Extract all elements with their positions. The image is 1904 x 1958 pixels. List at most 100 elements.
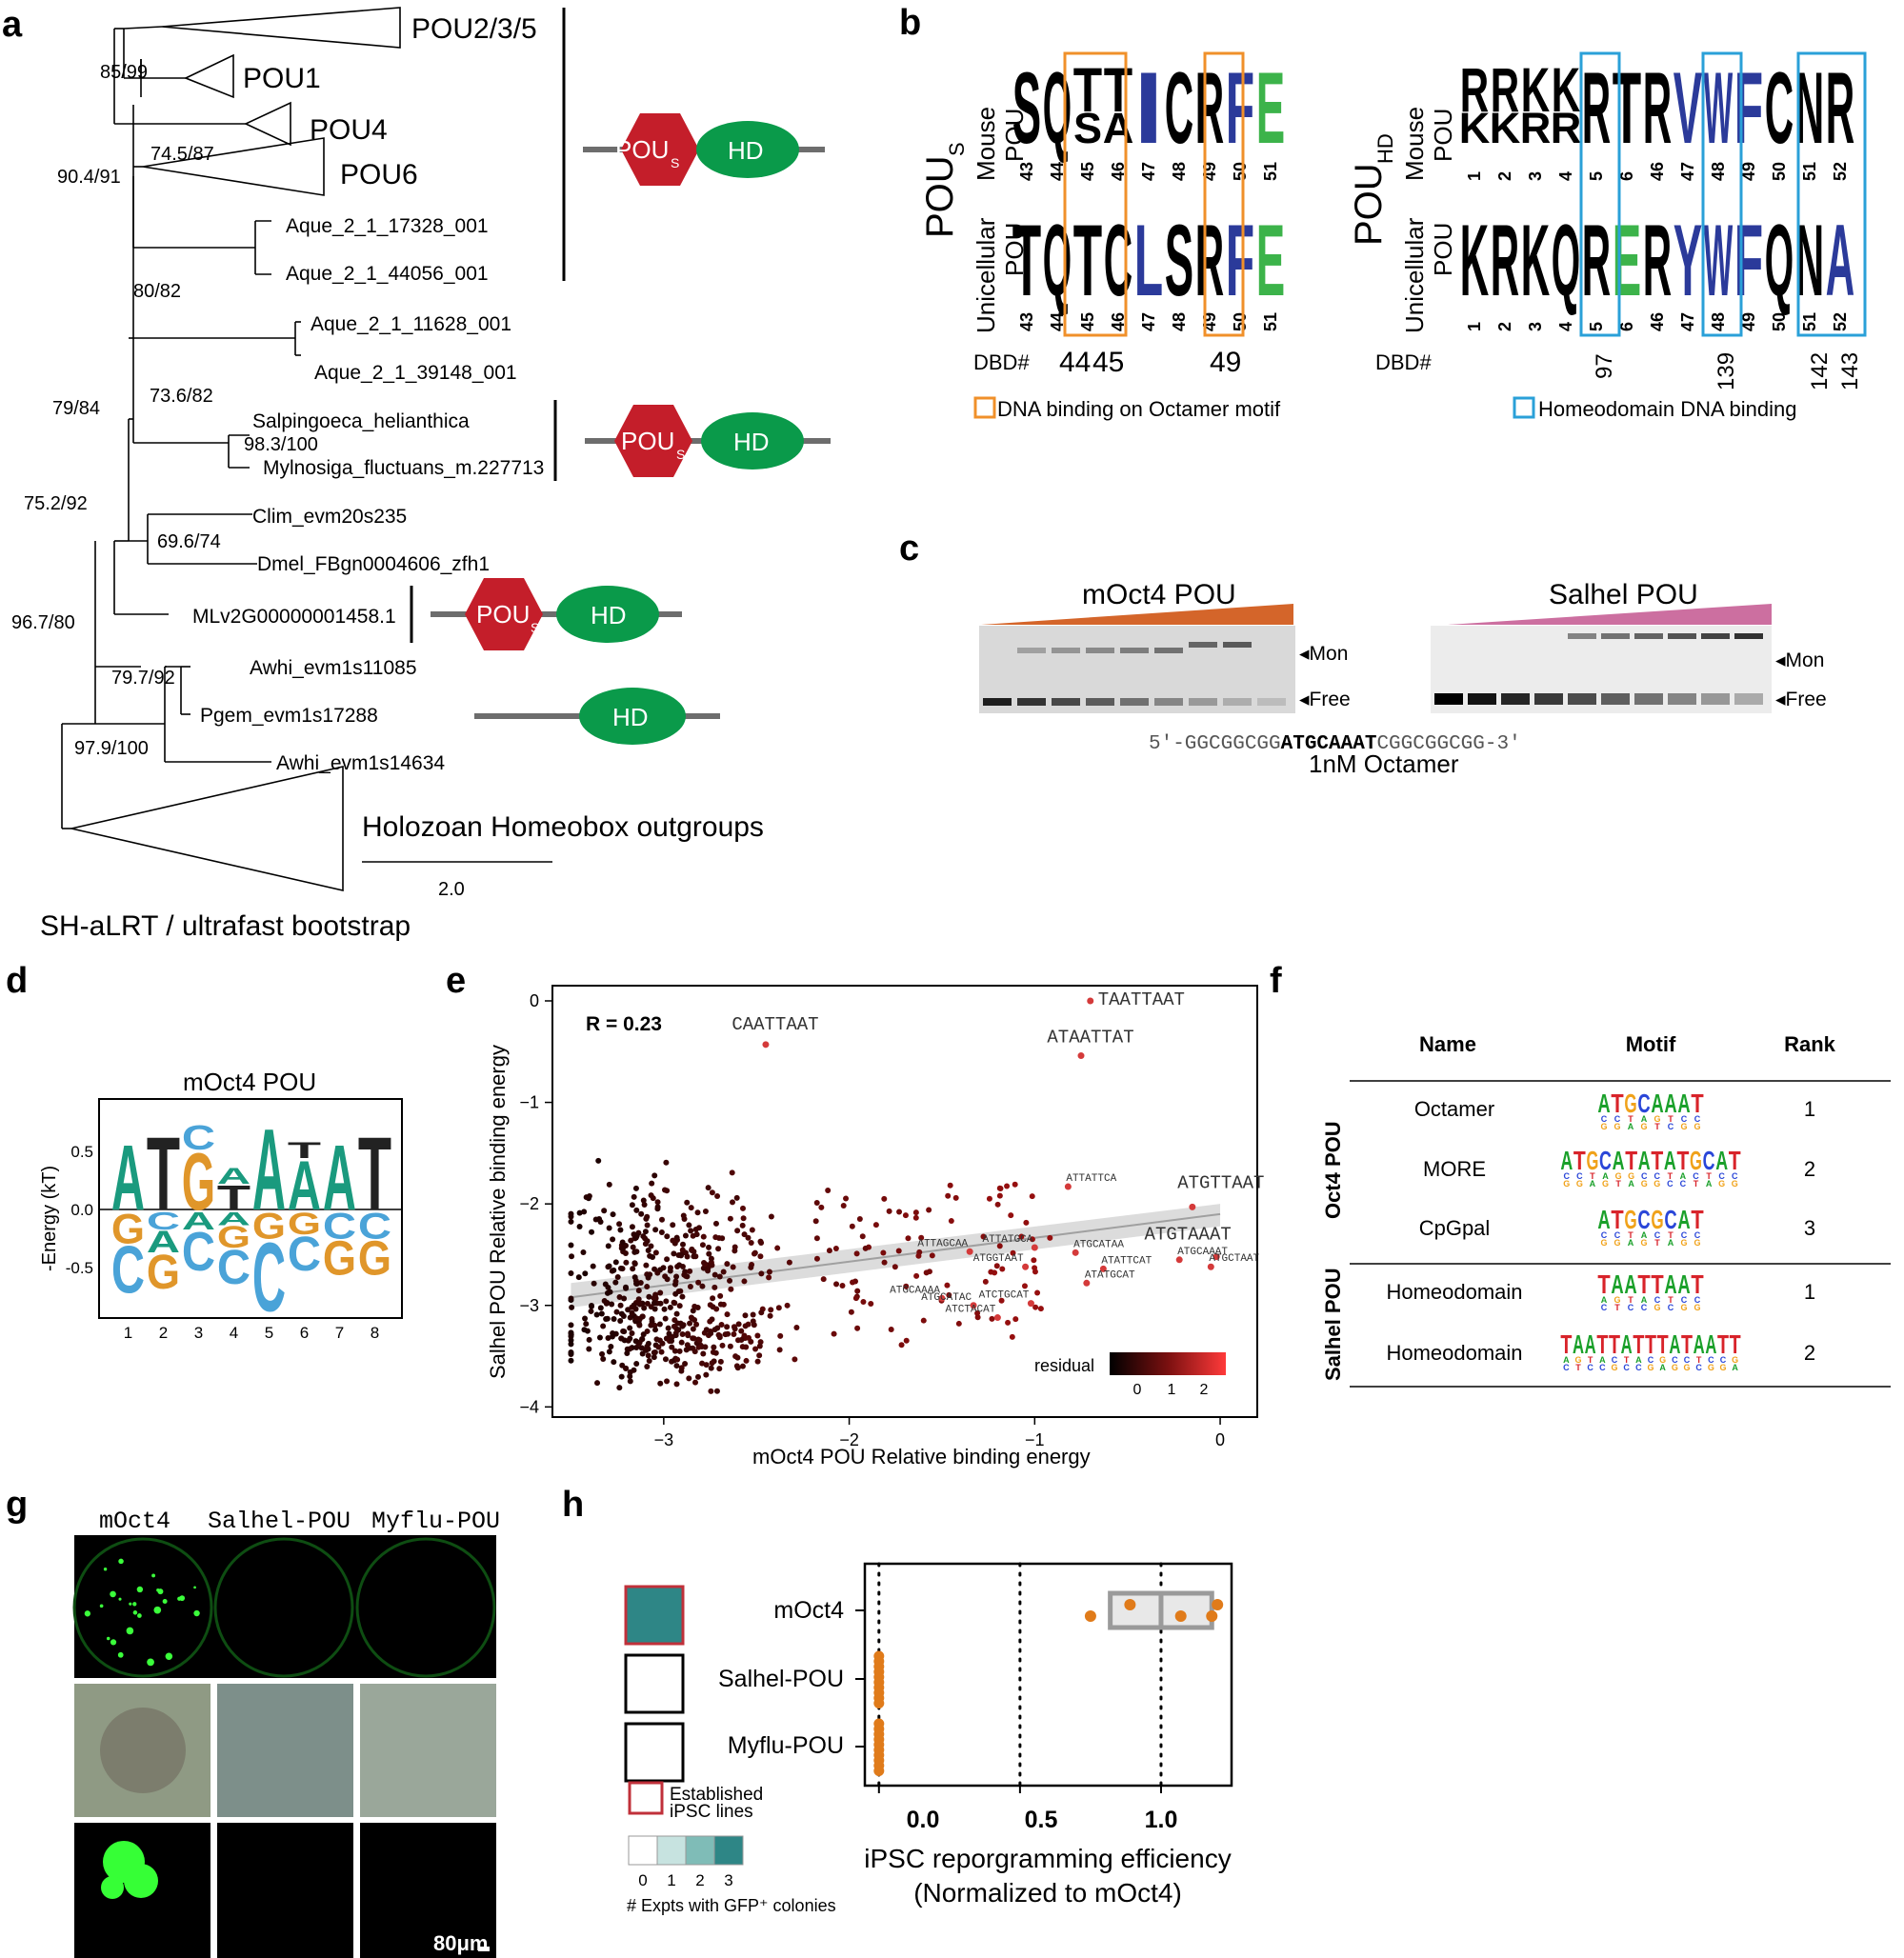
scatter-point bbox=[793, 1325, 800, 1331]
scatter-point bbox=[673, 1381, 680, 1388]
scatter-point bbox=[646, 1357, 652, 1364]
logo-letter: R bbox=[1491, 55, 1519, 125]
scatter-point bbox=[568, 1242, 574, 1249]
energy-logo-letter: A bbox=[182, 1209, 215, 1235]
scatter-point bbox=[896, 1209, 903, 1215]
position-label: 6 bbox=[1617, 171, 1636, 181]
scatter-point bbox=[649, 1180, 655, 1187]
scatter-point bbox=[840, 1203, 847, 1209]
motif-letter: A bbox=[1585, 1329, 1596, 1359]
scatter-point bbox=[738, 1328, 745, 1334]
data-point bbox=[1174, 1610, 1187, 1622]
scatter-point bbox=[623, 1259, 630, 1266]
scatter-point bbox=[792, 1356, 798, 1363]
scatter-point bbox=[606, 1263, 612, 1269]
scatter-point bbox=[629, 1202, 635, 1209]
scatter-point-labeled bbox=[1027, 1300, 1034, 1308]
scatter-point-labeled bbox=[938, 1294, 946, 1302]
motif-letter-minor: C bbox=[1681, 1230, 1688, 1240]
y-tick-label: −4 bbox=[519, 1397, 539, 1416]
motif-letter-minor: T bbox=[1654, 1238, 1660, 1248]
motif-letter-minor: C bbox=[1684, 1355, 1691, 1365]
scatter-point bbox=[586, 1346, 592, 1352]
support-value: 80/82 bbox=[133, 281, 181, 302]
scatter-point bbox=[707, 1302, 713, 1309]
scatter-point bbox=[926, 1207, 932, 1213]
scatter-point bbox=[716, 1273, 723, 1280]
support-value: 73.6/82 bbox=[150, 386, 213, 407]
scatter-point bbox=[651, 1300, 657, 1307]
scatter-point bbox=[676, 1348, 683, 1354]
motif-letter-minor: T bbox=[1615, 1179, 1621, 1189]
x-tick-label: 7 bbox=[335, 1324, 344, 1342]
column-label: mOct4 bbox=[99, 1508, 170, 1535]
scatter-point bbox=[918, 1234, 925, 1241]
scatter-point bbox=[738, 1337, 745, 1344]
gel-band-free bbox=[1601, 693, 1630, 705]
position-label: 43 bbox=[1017, 162, 1036, 181]
scatter-point bbox=[993, 1263, 1000, 1269]
scatter-point bbox=[671, 1250, 677, 1257]
logo-letter: R bbox=[1195, 50, 1224, 165]
scatter-point bbox=[673, 1363, 680, 1369]
scatter-point bbox=[848, 1309, 854, 1315]
scatter-point bbox=[694, 1209, 701, 1216]
table-header: Motif bbox=[1626, 1032, 1676, 1056]
scatter-point bbox=[727, 1277, 733, 1284]
panel-h: h mOct4 Salhel-POU Myflu-POU 0.0 0.5 1.0… bbox=[562, 1485, 1233, 1915]
scatter-point bbox=[982, 1278, 989, 1285]
scatter-point bbox=[813, 1199, 820, 1206]
brightfield-salhel bbox=[217, 1684, 353, 1817]
scatter-point bbox=[854, 1288, 861, 1294]
scatter-point bbox=[568, 1341, 574, 1348]
scatter-point bbox=[617, 1318, 624, 1325]
motif-name: MORE bbox=[1423, 1157, 1486, 1181]
scatter-point bbox=[629, 1309, 635, 1316]
scatter-point bbox=[624, 1346, 631, 1352]
motif-letter: G bbox=[1624, 1205, 1636, 1234]
outgroup-label: Holozoan Homeobox outgroups bbox=[362, 811, 764, 843]
motif-letter: A bbox=[1677, 1269, 1690, 1299]
scatter-point bbox=[696, 1337, 703, 1344]
scatter-point bbox=[620, 1312, 627, 1319]
position-label: 4 bbox=[1556, 171, 1575, 181]
leaf-label: Salpingoeca_helianthica bbox=[252, 410, 470, 432]
scatter-point bbox=[628, 1237, 634, 1244]
motif-letter: A bbox=[1573, 1329, 1584, 1359]
motif-letter: T bbox=[1625, 1146, 1637, 1175]
point-label: ATGCATAA bbox=[1073, 1239, 1124, 1250]
motif-name: Homeodomain bbox=[1386, 1280, 1522, 1304]
heat-legend-swatch bbox=[685, 1835, 715, 1866]
motif-letter: T bbox=[1651, 1146, 1663, 1175]
scatter-point bbox=[658, 1349, 665, 1355]
logo-letter: T bbox=[1073, 203, 1102, 317]
scatter-point bbox=[568, 1322, 574, 1329]
scatter-point bbox=[729, 1199, 735, 1206]
scatter-point bbox=[711, 1344, 717, 1350]
motif-letter: A bbox=[1613, 1146, 1625, 1175]
gfp-salhel bbox=[217, 1823, 353, 1958]
scatter-point bbox=[694, 1304, 701, 1310]
motif-logos: ACGTCGGTACAGAGTATCACGTCGACGTCGGTACAGAGTT… bbox=[1560, 1089, 1740, 1372]
energy-logo-letter: T bbox=[358, 1116, 391, 1232]
motif-letter: C bbox=[1703, 1146, 1715, 1175]
column-label: Myflu-POU bbox=[371, 1508, 500, 1535]
position-label: 49 bbox=[1739, 312, 1758, 331]
scatter-point bbox=[664, 1256, 671, 1263]
position-label: 52 bbox=[1831, 312, 1850, 331]
scatter-point bbox=[711, 1284, 718, 1290]
gel-band-monomer bbox=[1223, 642, 1252, 648]
leaf-label: Pgem_evm1s17288 bbox=[200, 705, 378, 727]
position-label: 46 bbox=[1109, 312, 1128, 331]
logo-letter: E bbox=[1256, 50, 1285, 165]
motif-letter-minor: A bbox=[1641, 1230, 1648, 1240]
scatter-point bbox=[728, 1286, 734, 1292]
scatter-point bbox=[693, 1321, 700, 1328]
leaf-label: Awhi_evm1s11085 bbox=[250, 657, 417, 679]
logo-letter: W bbox=[1704, 203, 1734, 317]
scatter-point bbox=[717, 1358, 724, 1365]
scatter-point bbox=[748, 1239, 754, 1246]
scatter-point bbox=[612, 1279, 619, 1286]
scatter-point bbox=[624, 1350, 631, 1357]
